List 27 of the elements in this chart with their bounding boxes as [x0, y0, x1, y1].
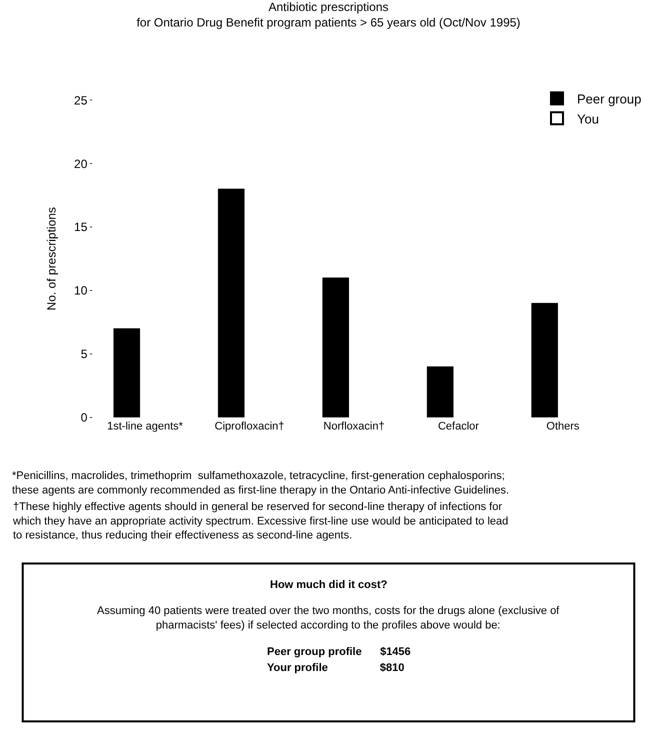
y-tick-label: 5: [80, 347, 88, 362]
y-tick-label: 25: [74, 93, 88, 108]
x-tick-label: Cefaclor: [438, 420, 480, 432]
text: Assuming 40 patients were treated over the two months, costs for the drugs alone (exclusive of pharmacists' fees) if selected according to the profiles above would be:: [97, 605, 560, 632]
bar: [322, 278, 350, 418]
text: Your profile $810: [267, 662, 404, 674]
chart-subtitle: for Ontario Drug Benefit program patients > 65 years old (Oct/Nov 1995): [136, 16, 520, 30]
text: How much did it cost?: [270, 579, 388, 591]
y-tick-label: 10: [74, 284, 88, 298]
x-tick-label: Ciprofloxacin†: [214, 420, 284, 432]
x-tick-label: Others: [546, 420, 580, 432]
bar: [531, 302, 558, 418]
bar: [426, 366, 454, 418]
text: Peer group profile $1456: [267, 646, 411, 658]
legend-label: You: [577, 111, 599, 126]
y-axis-title: No. of prescriptions: [44, 207, 58, 310]
y-tick-label: 0: [80, 410, 88, 425]
text: †These highly effective agents should in general be reserved for second-line therapy of infections for which they have an appropriate activity spectrum. Excessive first-line use would be anticipated to lead to resistance, thus reducing their effectiveness as second-line agents.: [12, 501, 508, 542]
x-tick-label: Norfloxacin†: [323, 420, 385, 432]
y-tick-label: 15: [74, 220, 88, 234]
legend-label: Peer group: [577, 91, 642, 106]
x-tick-label: 1st-line agents*: [107, 420, 184, 432]
text: *Penicillins, macrolides, trimethoprim sulfamethoxazole, tetracycline, first-generation cephalosporins; these agents are commonly recommended as first-line therapy in the Ontario Anti-infective Guidelines.: [12, 470, 510, 496]
bar: [113, 328, 140, 418]
chart-title: Antibiotic prescriptions: [268, 0, 389, 14]
y-tick-label: 20: [74, 156, 88, 171]
bar: [218, 188, 245, 418]
